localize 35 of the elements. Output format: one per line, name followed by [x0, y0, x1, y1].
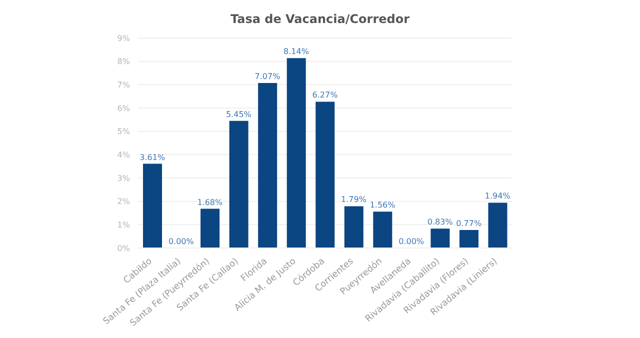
data-label: 0.00%: [168, 237, 194, 246]
y-tick-label: 9%: [117, 34, 130, 43]
data-label: 0.83%: [427, 218, 454, 227]
y-tick-label: 2%: [117, 197, 130, 206]
bar: [488, 202, 508, 248]
y-tick-label: 1%: [117, 220, 130, 230]
data-label: 0.00%: [398, 237, 424, 246]
bar: [258, 83, 278, 248]
y-tick-label: 7%: [117, 80, 130, 90]
y-tick-label: 0%: [117, 244, 130, 253]
data-label: 7.07%: [254, 72, 281, 82]
bar: [459, 230, 478, 248]
bar: [286, 58, 306, 248]
data-label: 1.68%: [197, 198, 224, 207]
data-label: 1.56%: [370, 200, 396, 210]
bar: [430, 228, 450, 248]
data-label: 6.27%: [312, 90, 338, 100]
bar: [200, 208, 220, 248]
y-tick-label: 8%: [117, 57, 130, 66]
data-label: 1.94%: [484, 192, 511, 201]
y-tick-label: 5%: [117, 127, 130, 136]
data-label: 8.14%: [284, 47, 310, 56]
chart-title: Tasa de Vacancia/Corredor: [229, 11, 411, 28]
y-tick-label: 4%: [117, 150, 130, 160]
bar: [344, 206, 364, 248]
data-label: 0.77%: [456, 219, 482, 228]
bar: [229, 120, 248, 248]
bar: [143, 164, 162, 248]
data-label: 3.61%: [140, 152, 166, 162]
y-tick-label: 6%: [117, 104, 130, 113]
bar: [373, 212, 392, 248]
bar: [316, 102, 335, 248]
data-label: 5.45%: [226, 110, 252, 119]
y-tick-label: 3%: [117, 174, 130, 183]
data-label: 1.79%: [341, 195, 367, 204]
